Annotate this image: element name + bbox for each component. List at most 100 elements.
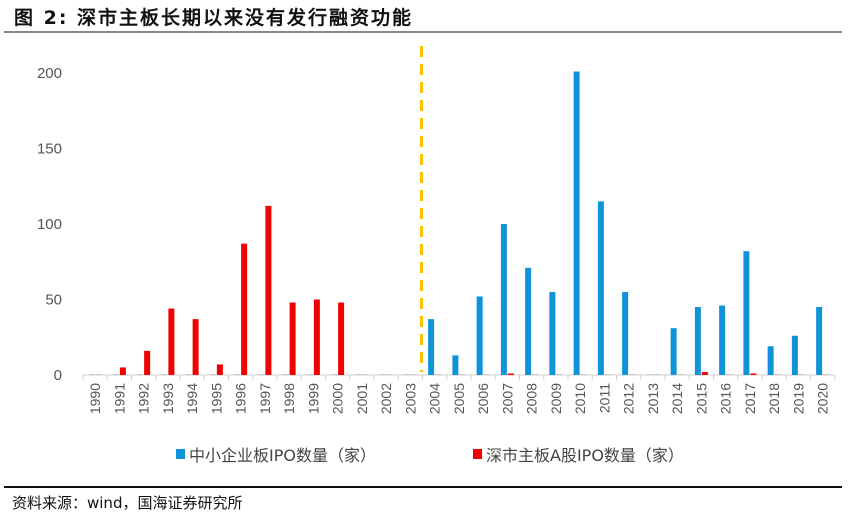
bar-sme-board <box>694 307 701 375</box>
bar-sme-board <box>670 328 677 375</box>
x-tick-label: 1998 <box>281 383 297 414</box>
bar-main-board <box>410 374 417 375</box>
bar-main-board <box>265 205 272 375</box>
bar-main-board <box>604 374 611 375</box>
x-tick-label: 1997 <box>257 383 273 414</box>
bar-sme-board <box>500 224 507 375</box>
bar-sme-board <box>306 374 313 375</box>
title-rule <box>4 31 842 33</box>
bar-main-board <box>823 374 830 375</box>
x-tick-label: 2010 <box>572 383 588 414</box>
y-tick-label: 150 <box>37 141 62 158</box>
bar-sme-board <box>185 374 192 375</box>
bar-sme-board <box>403 374 410 375</box>
bar-main-board <box>750 373 757 375</box>
bar-main-board <box>556 374 563 375</box>
bar-main-board <box>726 374 733 375</box>
bar-main-board <box>507 373 514 375</box>
bar-sme-board <box>282 374 289 375</box>
x-tick-label: 2009 <box>548 383 564 414</box>
x-tick-label: 2015 <box>693 383 709 414</box>
bar-sme-board <box>331 374 338 375</box>
bar-main-board <box>580 374 587 375</box>
x-tick-label: 2001 <box>354 383 370 414</box>
y-tick-label: 50 <box>45 292 62 309</box>
bar-sme-board <box>719 305 726 375</box>
x-tick-label: 2002 <box>378 383 394 414</box>
x-tick-label: 2000 <box>330 383 346 414</box>
bar-sme-board <box>525 267 532 375</box>
bar-sme-board <box>622 291 629 375</box>
source-rule <box>4 486 842 488</box>
bar-sme-board <box>88 374 95 375</box>
y-tick-label: 200 <box>37 65 62 82</box>
bar-sme-board <box>452 355 459 375</box>
bar-main-board <box>532 374 539 375</box>
bar-main-board <box>653 374 660 375</box>
bar-main-board <box>483 374 490 375</box>
bar-main-board <box>119 367 126 375</box>
bar-sme-board <box>379 374 386 375</box>
bar-main-board <box>435 374 442 375</box>
x-tick-label: 1995 <box>208 383 224 414</box>
bar-main-board <box>774 374 781 375</box>
bar-main-board <box>216 364 223 375</box>
bar-sme-board <box>428 319 435 375</box>
x-tick-label: 2006 <box>475 383 491 414</box>
legend-label: 深市主板A股IPO数量（家） <box>486 446 684 465</box>
bar-main-board <box>798 374 805 375</box>
bar-main-board <box>95 374 102 375</box>
x-tick-label: 2016 <box>718 383 734 414</box>
x-tick-label: 2004 <box>427 383 443 414</box>
x-tick-label: 2018 <box>766 383 782 414</box>
bar-sme-board <box>258 374 265 375</box>
x-tick-label: 1991 <box>111 383 127 414</box>
x-tick-label: 2008 <box>524 383 540 414</box>
bar-sme-board <box>161 374 168 375</box>
bar-main-board <box>386 374 393 375</box>
bar-main-board <box>313 299 320 375</box>
x-tick-label: 2005 <box>451 383 467 414</box>
bar-sme-board <box>646 374 653 375</box>
source-note: 资料来源：wind，国海证券研究所 <box>12 494 243 512</box>
x-tick-label: 2013 <box>645 383 661 414</box>
x-tick-label: 1994 <box>184 383 200 414</box>
bar-main-board <box>289 302 296 375</box>
x-tick-label: 1996 <box>233 383 249 414</box>
legend-label: 中小企业板IPO数量（家） <box>189 446 376 465</box>
bar-main-board <box>144 350 151 375</box>
bar-sme-board <box>137 374 144 375</box>
bar-main-board <box>677 374 684 375</box>
bar-sme-board <box>767 346 774 375</box>
legend-swatch <box>473 449 482 459</box>
x-tick-label: 2014 <box>669 383 685 414</box>
y-tick-label: 100 <box>37 216 62 233</box>
x-tick-label: 2017 <box>742 383 758 414</box>
bar-main-board <box>362 374 369 375</box>
figure-title: 图 2: 深市主板长期以来没有发行融资功能 <box>14 7 414 29</box>
x-tick-label: 2019 <box>790 383 806 414</box>
x-tick-label: 1992 <box>136 383 152 414</box>
x-tick-label: 1993 <box>160 383 176 414</box>
bar-main-board <box>168 308 175 375</box>
bar-main-board <box>459 374 466 375</box>
bar-sme-board <box>234 374 241 375</box>
bar-sme-board <box>355 374 362 375</box>
legend-swatch <box>176 449 185 459</box>
bar-sme-board <box>112 374 119 375</box>
x-tick-label: 2007 <box>499 383 515 414</box>
x-tick-label: 2003 <box>402 383 418 414</box>
bar-sme-board <box>816 307 823 375</box>
x-tick-label: 2012 <box>621 383 637 414</box>
bar-sme-board <box>743 251 750 375</box>
bar-sme-board <box>209 374 216 375</box>
bar-main-board <box>701 371 708 375</box>
bar-sme-board <box>791 335 798 375</box>
x-tick-label: 2020 <box>815 383 831 414</box>
bar-sme-board <box>549 291 556 375</box>
bar-main-board <box>338 302 345 375</box>
x-tick-label: 1999 <box>305 383 321 414</box>
x-tick-label: 1990 <box>87 383 103 414</box>
x-tick-label: 2011 <box>596 383 612 413</box>
bar-main-board <box>241 243 248 375</box>
